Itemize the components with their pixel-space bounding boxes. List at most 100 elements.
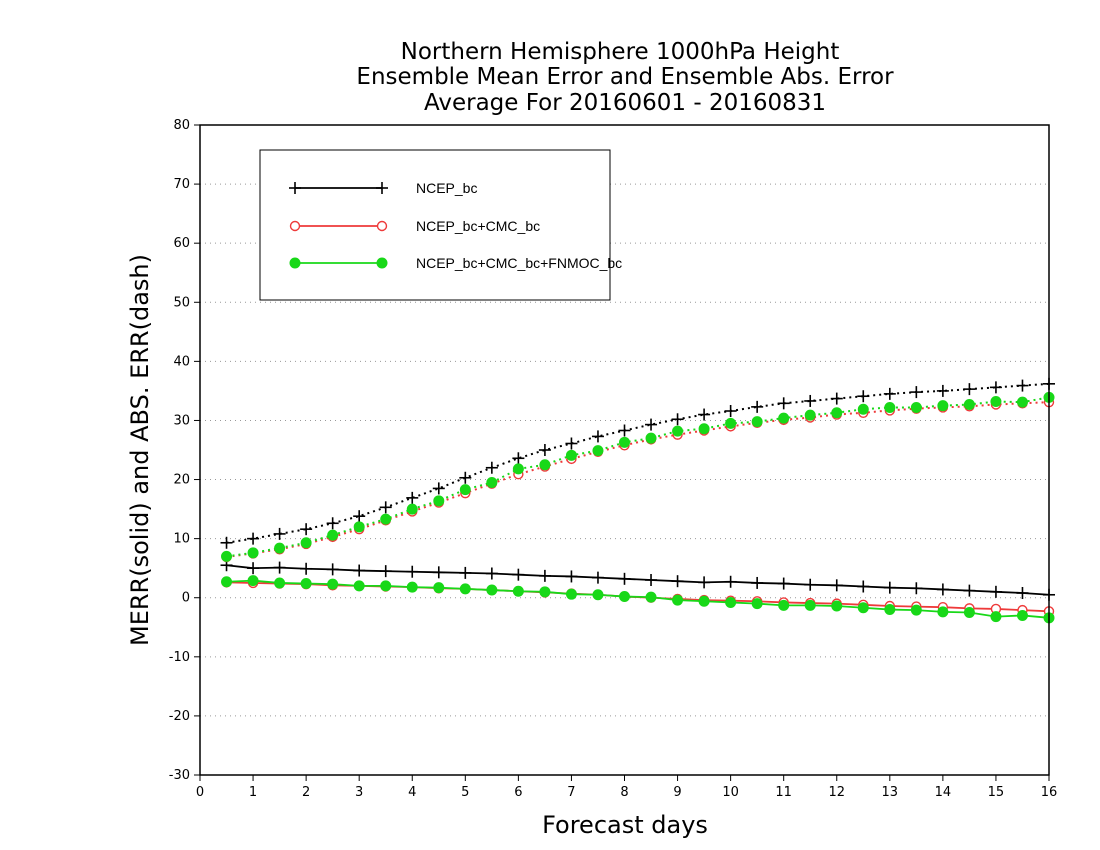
series-1-abs-err-point — [591, 430, 604, 443]
series-3-abs-err-point — [433, 495, 445, 507]
series-1-abs-err-point — [830, 392, 843, 405]
series-3-merr-point — [857, 602, 869, 614]
series-3-abs-err-point — [300, 537, 312, 549]
series-1-abs-err-point — [645, 418, 658, 431]
series-1-merr-point — [273, 561, 286, 574]
x-tick-label: 8 — [620, 785, 628, 800]
series-3-merr-point — [963, 607, 975, 618]
chart-title-line-1: Northern Hemisphere 1000hPa Height — [401, 39, 840, 65]
series-3-merr-point — [406, 581, 418, 593]
series-1-merr-point — [1016, 587, 1029, 599]
series-3-abs-err-point — [353, 521, 365, 533]
series-1-abs-err-point — [485, 461, 498, 474]
series-1-merr-point — [512, 568, 525, 581]
series-3-abs-err-point — [698, 423, 710, 435]
series-1-merr-point — [353, 564, 366, 577]
series-1-merr-point — [485, 567, 498, 580]
y-tick-label: 60 — [173, 236, 190, 251]
series-layer — [220, 377, 1055, 624]
series-3-merr-point — [1016, 609, 1028, 621]
y-tick-label: -20 — [169, 709, 190, 724]
series-3-merr-point — [459, 583, 471, 595]
series-1-abs-err-point — [353, 510, 366, 523]
series-3-abs-err-point — [910, 401, 922, 413]
series-3-merr-point — [619, 591, 630, 603]
x-tick-label: 14 — [935, 785, 952, 800]
series-3-abs-err-point — [751, 416, 763, 428]
series-1-abs-err-point — [618, 424, 631, 437]
series-1-abs-err-point — [910, 386, 923, 399]
series-3-merr-point — [380, 580, 392, 592]
series-1-merr-point — [883, 581, 896, 594]
series-1-merr-point — [857, 580, 870, 593]
x-tick-label: 13 — [882, 785, 899, 800]
x-tick-label: 9 — [673, 785, 681, 800]
series-1-abs-err-point — [432, 482, 445, 495]
series-1-abs-err-point — [300, 523, 313, 536]
series-3-abs-err-point — [884, 401, 896, 413]
series-3-abs-err-point — [1016, 396, 1028, 408]
series-3-abs-err-point — [725, 417, 737, 429]
y-axis-title: MERR(solid) and ABS. ERR(dash) — [126, 254, 154, 646]
series-3-abs-err-point — [672, 425, 684, 437]
series-1-abs-err-point — [724, 405, 737, 417]
x-tick-label: 5 — [461, 785, 469, 800]
series-1-abs-err-point — [459, 471, 472, 484]
series-1-abs-err-point — [273, 527, 286, 540]
series-3-abs-err-point — [937, 400, 949, 412]
legend: NCEP_bc NCEP_bc+CMC_bc NCEP_bc+CMC_bc+FNMO… — [259, 149, 622, 301]
series-1-merr-point — [963, 584, 976, 597]
series-1-merr-point — [724, 575, 737, 588]
x-tick-label: 3 — [355, 785, 363, 800]
x-tick-label: 2 — [302, 785, 310, 800]
series-1-merr-point — [751, 576, 764, 589]
series-3-abs-err-point — [645, 432, 657, 444]
series-1-merr-point — [698, 576, 711, 589]
series-3-abs-err-point — [539, 459, 551, 471]
series-3-merr-point — [831, 600, 843, 612]
series-3-abs-err-point — [804, 409, 816, 421]
legend-marker-1-right — [376, 182, 388, 194]
series-3-merr-point — [698, 595, 710, 607]
legend-marker-2-left — [289, 220, 301, 232]
series-3-abs-err-point — [778, 412, 790, 424]
chart-title-line-2: Ensemble Mean Error and Ensemble Abs. Er… — [356, 64, 894, 90]
series-3-merr-point — [672, 594, 684, 606]
series-1-abs-err-point — [751, 400, 764, 413]
series-1-merr-point — [989, 585, 1002, 598]
legend-marker-2-right — [376, 220, 388, 232]
series-3-merr-point — [910, 604, 922, 616]
series-1 — [220, 377, 1055, 601]
series-1-abs-err-point — [777, 397, 790, 410]
series-1-abs-err-point — [538, 444, 551, 456]
series-2-abs-err-line — [226, 401, 1050, 558]
series-1-abs-err-point — [936, 384, 949, 397]
x-tick-label: 0 — [196, 785, 204, 800]
y-tick-label: 30 — [173, 413, 190, 428]
series-3-abs-err-point — [380, 513, 392, 525]
series-1-abs-err-point — [326, 517, 339, 530]
y-tick-label: 80 — [173, 118, 190, 133]
series-3-merr-point — [778, 599, 790, 611]
series-3-merr-point — [990, 611, 1002, 623]
series-1-merr-point — [777, 577, 790, 590]
series-1-abs-err-point — [989, 381, 1002, 394]
chart-title-line-3: Average For 20160601 - 20160831 — [424, 90, 826, 116]
series-1-merr-point — [910, 582, 923, 595]
series-1-merr-point — [326, 563, 339, 576]
series-1-abs-err-point — [220, 536, 233, 549]
x-tick-label: 6 — [514, 785, 522, 800]
series-3-merr-point — [645, 591, 657, 603]
series-3-abs-err-point — [486, 477, 498, 488]
series-1-abs-err-point — [857, 390, 870, 403]
series-1-merr-point — [538, 569, 551, 582]
series-1-merr-point — [565, 570, 578, 583]
series-3-merr-point — [592, 589, 604, 601]
series-3-abs-err-point — [565, 449, 577, 461]
series-1-merr-point — [804, 578, 817, 591]
legend-marker-3-left — [289, 257, 301, 269]
series-3-merr-point — [300, 578, 312, 590]
series-3-abs-err-point — [459, 484, 471, 496]
